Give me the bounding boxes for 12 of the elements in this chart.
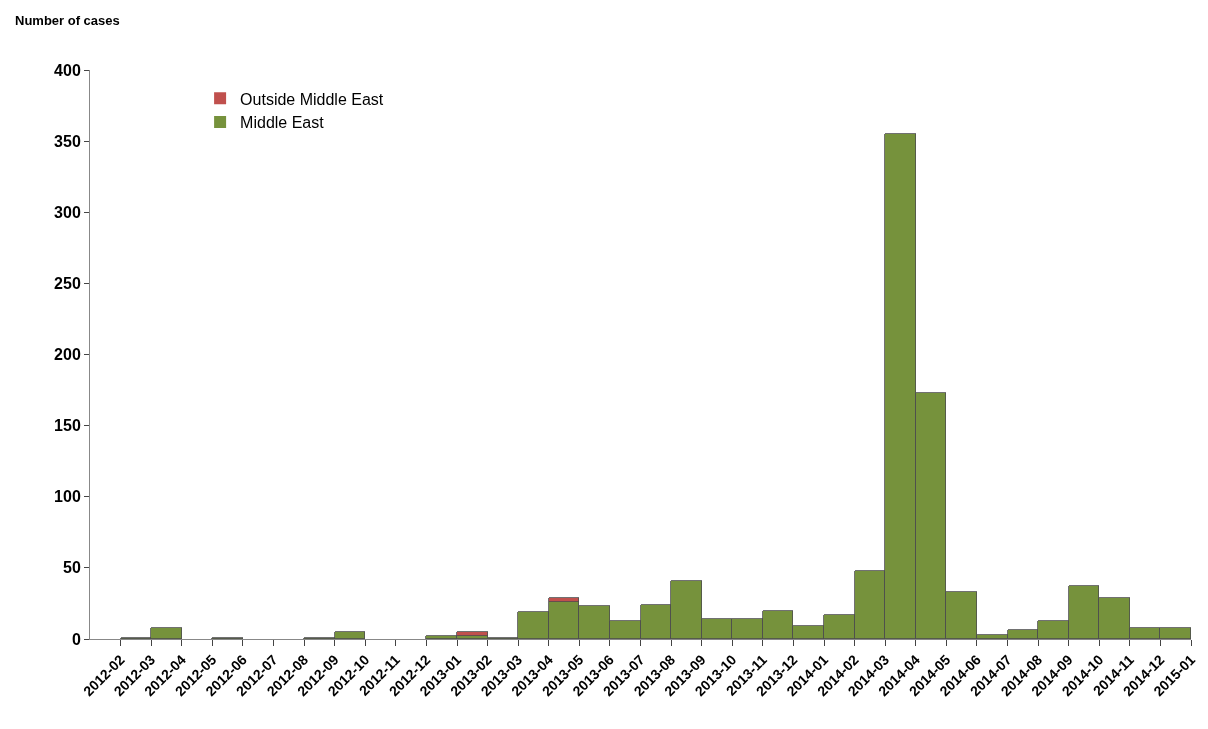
y-tick-label: 350 [54,132,81,150]
legend-label: Outside Middle East [240,90,384,108]
y-tick-label: 0 [71,630,81,648]
y-tick-label: 250 [54,274,81,292]
y-tick-label: 50 [63,559,81,577]
y-tick-label: 400 [54,61,81,79]
y-tick-label: 300 [54,203,81,221]
y-tick-label: 200 [54,346,81,364]
legend-label: Middle East [240,114,325,132]
y-tick-label: 100 [54,488,81,506]
y-tick-label: 150 [54,417,81,435]
y-axis-title: Number of cases [15,13,120,28]
